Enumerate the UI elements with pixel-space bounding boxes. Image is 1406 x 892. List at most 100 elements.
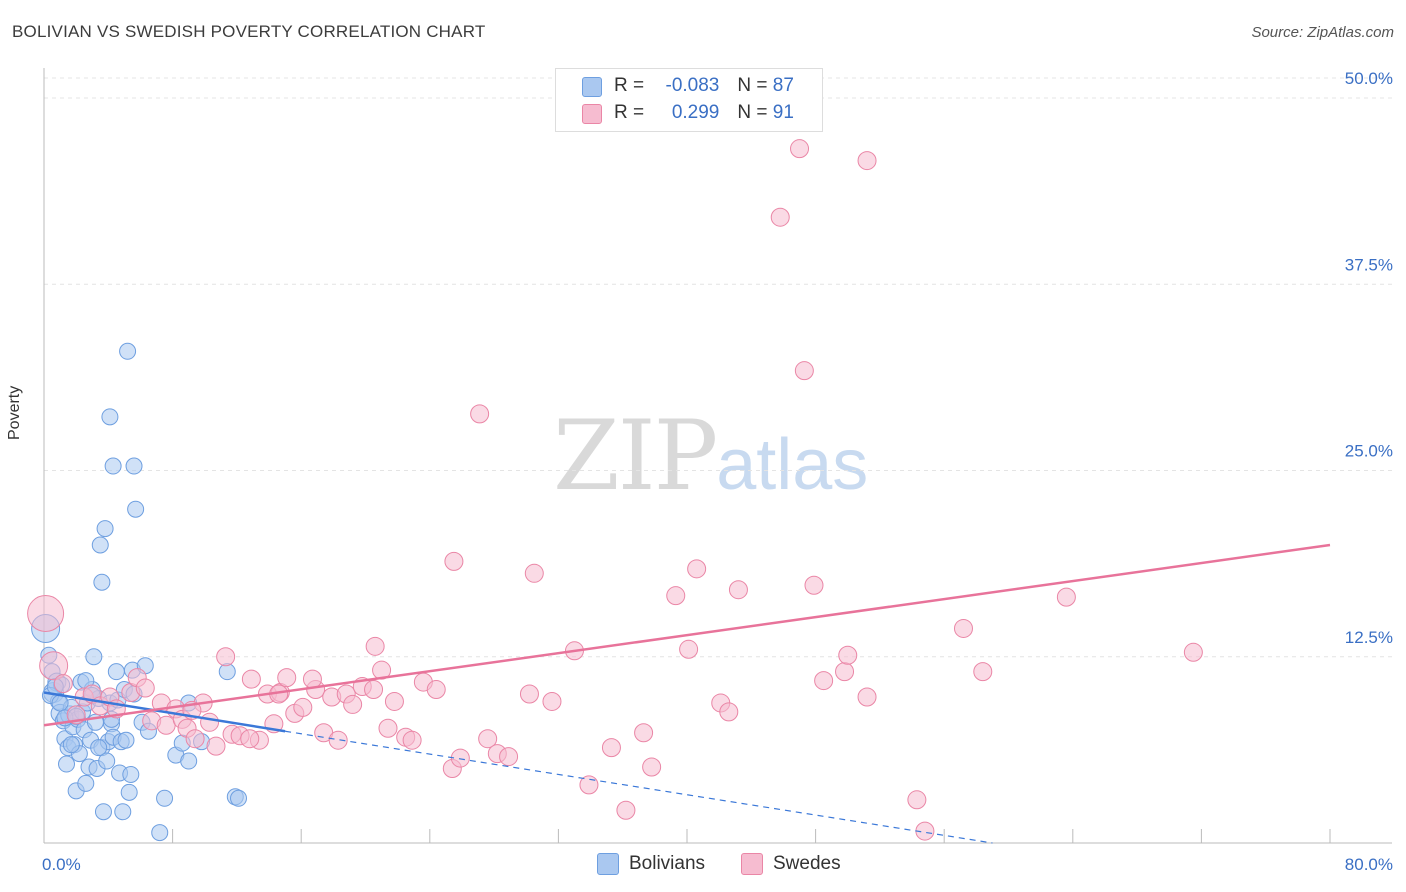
swedes-point	[1056, 587, 1076, 607]
y-tick-label: 37.5%	[1345, 255, 1393, 274]
bolivians-point	[117, 731, 135, 749]
swedes-point	[857, 151, 877, 171]
bottom-legend-swatch-bolivians	[597, 853, 619, 875]
bolivians-point	[91, 536, 109, 554]
swedes-point	[804, 575, 824, 595]
x-tick-label-max: 80.0%	[1345, 855, 1393, 874]
swedes-point	[601, 738, 621, 758]
swedes-point	[185, 729, 205, 749]
bolivians-point	[230, 789, 248, 807]
stats-legend: R = -0.083 N = 87 R = 0.299 N = 91	[555, 68, 823, 132]
bolivians-point	[114, 803, 132, 821]
swedes-point	[642, 757, 662, 777]
y-tick-label: 12.5%	[1345, 628, 1393, 647]
swedes-point	[907, 790, 927, 810]
bolivians-point	[58, 755, 76, 773]
swedes-point	[302, 669, 322, 689]
bottom-legend-swatch-swedes	[741, 853, 763, 875]
swedes-point	[241, 669, 261, 689]
bolivians-point	[156, 789, 174, 807]
legend-text-bolivians: R = -0.083 N = 87	[614, 75, 794, 96]
bolivians-point	[96, 520, 114, 538]
swedes-point	[328, 730, 348, 750]
swedes-point	[770, 207, 790, 227]
legend-text-swedes: R = 0.299 N = 91	[614, 102, 794, 123]
swedes-point	[835, 662, 855, 682]
bolivians-point	[98, 752, 116, 770]
bolivians-point	[62, 736, 80, 754]
swedes-point	[200, 712, 220, 732]
swedes-point	[519, 684, 539, 704]
bolivians-point	[122, 765, 140, 783]
swedes-point	[679, 639, 699, 659]
swedes-point	[478, 729, 498, 749]
bolivians-trend-line	[43, 691, 286, 733]
bolivians-point	[127, 500, 145, 518]
swedes-point	[156, 715, 176, 735]
swedes-trend-line	[43, 543, 1331, 727]
swedes-point	[814, 671, 834, 691]
bolivians-point	[120, 783, 138, 801]
swedes-point	[240, 729, 260, 749]
swedes-point	[953, 618, 973, 638]
bolivians-trend-extension	[285, 730, 993, 844]
bottom-legend-label-bolivians: Bolivians	[629, 853, 706, 874]
legend-swatch-swedes	[582, 104, 602, 124]
swedes-point	[402, 730, 422, 750]
swedes-point	[470, 404, 490, 424]
x-tick-label-min: 0.0%	[42, 855, 81, 874]
swedes-point	[634, 723, 654, 743]
chart-title: BOLIVIAN VS SWEDISH POVERTY CORRELATION …	[12, 22, 486, 41]
swedes-point	[53, 674, 73, 694]
swedes-point	[378, 718, 398, 738]
swedes-point	[719, 702, 739, 722]
y-tick-label: 50.0%	[1345, 69, 1393, 88]
bolivians-point	[180, 752, 198, 770]
swedes-point	[542, 691, 562, 711]
swedes-point	[857, 687, 877, 707]
swedes-point	[365, 636, 385, 656]
swedes-point	[384, 691, 404, 711]
watermark: ZIPatlas	[553, 400, 868, 512]
swedes-point	[973, 662, 993, 682]
bottom-legend-label-swedes: Swedes	[773, 853, 841, 874]
bolivians-point	[119, 342, 137, 360]
swedes-point	[364, 680, 384, 700]
swedes-point	[794, 361, 814, 381]
watermark-atlas: atlas	[716, 425, 869, 505]
swedes-point	[216, 647, 236, 667]
bolivians-point	[94, 803, 112, 821]
swedes-point	[27, 595, 65, 633]
swedes-point	[524, 563, 544, 583]
bolivians-point	[77, 774, 95, 792]
bolivians-point	[151, 824, 169, 842]
watermark-zip: ZIP	[553, 400, 718, 512]
bolivians-point	[90, 739, 108, 757]
bolivians-point	[104, 457, 122, 475]
swedes-point	[838, 645, 858, 665]
swedes-point	[135, 678, 155, 698]
bolivians-point	[93, 573, 111, 591]
swedes-point	[450, 748, 470, 768]
bolivians-point	[107, 663, 125, 681]
swedes-point	[687, 559, 707, 579]
swedes-point	[277, 668, 297, 688]
bolivians-point	[85, 648, 103, 666]
swedes-point	[206, 736, 226, 756]
swedes-point	[343, 694, 363, 714]
swedes-point	[728, 580, 748, 600]
swedes-point	[293, 697, 313, 717]
swedes-point	[1183, 642, 1203, 662]
source-label: Source: ZipAtlas.com	[1251, 24, 1394, 41]
bolivians-point	[125, 457, 143, 475]
swedes-point	[444, 551, 464, 571]
y-tick-label: 25.0%	[1345, 442, 1393, 461]
swedes-point	[666, 586, 686, 606]
legend-swatch-bolivians	[582, 77, 602, 97]
swedes-point	[499, 747, 519, 767]
bolivians-point	[51, 694, 69, 712]
bolivians-point	[101, 408, 119, 426]
swedes-point	[39, 651, 69, 681]
swedes-point	[616, 800, 636, 820]
